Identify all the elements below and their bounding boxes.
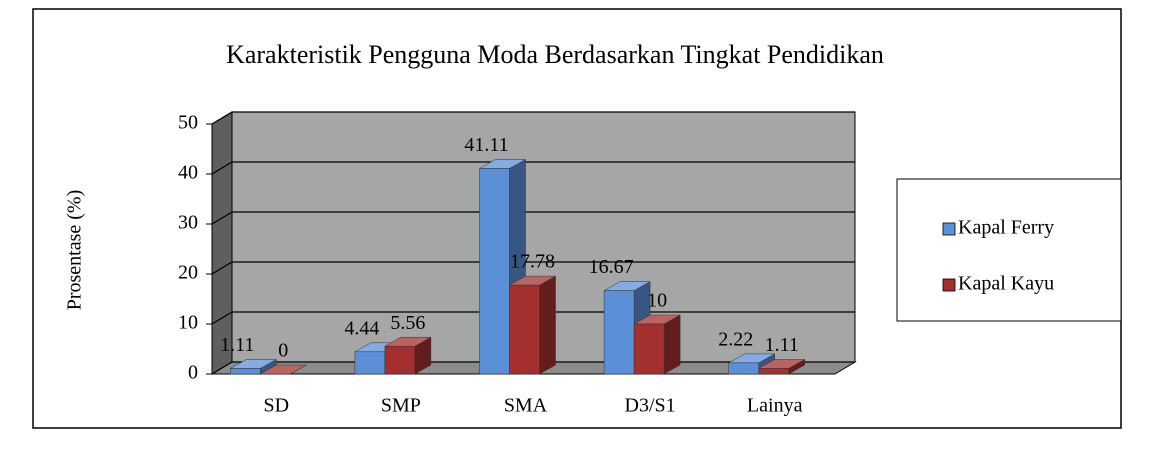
value-label: 41.11 [464,134,508,156]
bar-side [663,314,681,375]
x-tick-label: SMA [504,395,548,417]
x-tick-label: SD [264,395,290,417]
bar [354,351,386,375]
x-tick-label: D3/S1 [625,395,676,417]
bar [509,284,540,375]
bar [758,368,789,375]
value-label: 5.56 [390,312,425,334]
value-label: 10 [647,290,667,312]
grid-line [211,211,855,225]
bar [728,362,759,375]
y-tick-label: 10 [178,312,198,334]
grid-line [211,261,855,275]
bar [479,168,510,375]
value-label: 0 [278,340,288,362]
y-tick-label: 20 [178,262,198,284]
legend [896,178,1122,322]
bar [384,345,416,375]
legend-label: Kapal Ferry [958,217,1054,239]
bar [633,323,665,375]
y-axis-label: Prosentase (%) [64,190,86,311]
y-tick-label: 50 [178,112,198,134]
chart-title: Karakteristik Pengguna Moda Berdasarkan … [226,40,884,69]
legend-swatch [942,222,956,236]
bar [230,368,261,375]
y-tick-label: 40 [178,162,198,184]
legend-label: Kapal Kayu [958,273,1054,295]
x-tick-label: SMP [381,395,421,417]
x-tick-label: Lainya [747,395,803,417]
bar [603,290,635,375]
legend-swatch [942,278,956,292]
grid-line [211,111,855,125]
grid-line [211,161,855,175]
y-tick-label: 0 [188,362,198,384]
y-tick-label: 30 [178,212,198,234]
value-label: 1.11 [765,334,799,356]
value-label: 17.78 [510,251,555,273]
value-label: 16.67 [589,256,634,278]
bar-top [259,364,308,375]
value-label: 4.44 [344,317,379,339]
value-label: 2.22 [718,328,753,350]
value-label: 1.11 [220,334,254,356]
bar-side [539,275,556,375]
